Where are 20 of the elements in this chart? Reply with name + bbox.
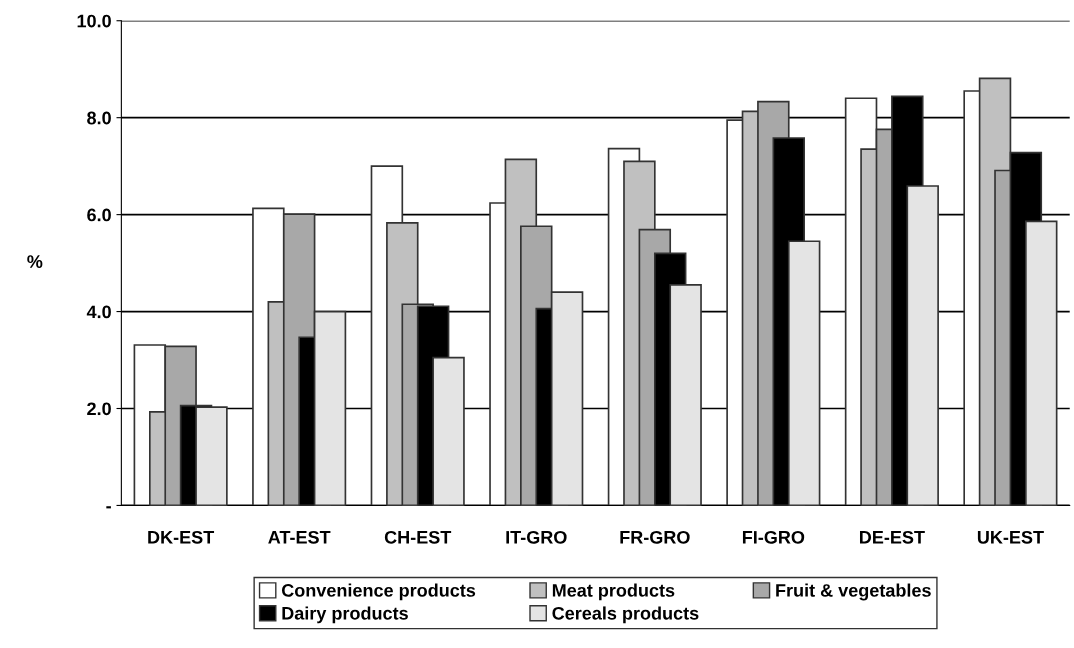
x-tick-label: IT-GRO [506, 530, 567, 544]
legend-label: Fruit & vegetables [776, 583, 931, 601]
legend-label: Meat products [552, 583, 675, 601]
y-tick-label: 8.0 [87, 111, 111, 125]
y-tick-label: - [106, 506, 111, 509]
x-tick-label: AT-EST [268, 530, 331, 544]
x-tick-label: FR-GRO [620, 530, 690, 544]
x-tick-label: FI-GRO [742, 530, 805, 544]
legend-label: Cereals products [552, 606, 699, 624]
x-tick-label: DE-EST [859, 530, 925, 544]
y-axis-title: % [27, 255, 43, 268]
x-tick-label: UK-EST [977, 530, 1044, 544]
y-tick-label: 2.0 [87, 402, 111, 416]
y-tick-label: 4.0 [86, 305, 111, 319]
y-tick-label: 10.0 [77, 14, 111, 28]
legend-label: Dairy products [282, 606, 408, 624]
y-tick-label: 6.0 [87, 208, 111, 222]
x-tick-label: DK-EST [148, 530, 215, 544]
x-tick-label: CH-EST [384, 530, 452, 544]
legend-label: Convenience products [281, 583, 476, 601]
